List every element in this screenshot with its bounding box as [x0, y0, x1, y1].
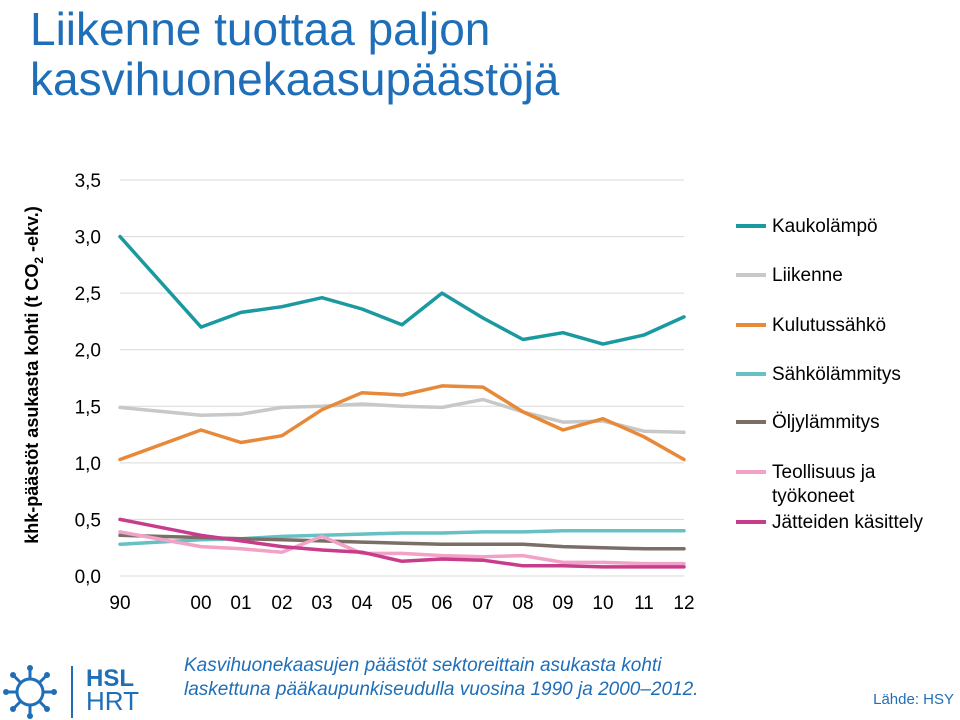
- legend-label: Liikenne: [772, 265, 843, 286]
- x-tick-label: 08: [512, 593, 533, 614]
- y-tick-label: 3,0: [75, 228, 101, 249]
- chart-series-lines: [118, 234, 686, 569]
- chart-caption: Kasvihuonekaasujen päästöt sektoreittain…: [184, 654, 824, 702]
- y-tick-label: 2,0: [75, 341, 101, 362]
- series-line: [118, 530, 686, 566]
- legend-label: Öljylämmitys: [772, 412, 880, 433]
- slide-title-line-1: Liikenne tuottaa paljon: [30, 3, 491, 55]
- x-tick-label: 03: [311, 593, 332, 614]
- logo-top-text: HSL: [86, 665, 134, 692]
- x-tick-label: 05: [391, 593, 412, 614]
- caption-line-2: laskettuna pääkaupunkiseudulla vuosina 1…: [184, 679, 699, 700]
- source-note: Lähde: HSY: [873, 691, 954, 708]
- y-axis-label-tail: -ekv.): [22, 206, 42, 257]
- y-tick-label: 3,5: [75, 171, 101, 192]
- x-tick-label: 11: [634, 593, 654, 614]
- slide-title: Liikenne tuottaa paljon kasvihuonekaasup…: [30, 4, 930, 104]
- emissions-line-chart: 0,0 0,5 1,0 1,5 2,0 2,5 3,0 3,5 90 00 01 02 03 04 05 0…: [22, 171, 924, 614]
- y-tick-label: 1,0: [75, 454, 101, 475]
- x-tick-label: 07: [472, 593, 493, 614]
- logo-bottom-text: HRT: [86, 686, 139, 716]
- chart-legend: Kaukolämpö Liikenne Kulutussähkö Sähkölämmi…: [736, 216, 924, 533]
- y-tick-label: 1,5: [75, 397, 101, 418]
- y-axis-label-main: khk-päästöt asukasta kohti (t CO: [22, 264, 42, 544]
- x-tick-label: 12: [673, 593, 694, 614]
- x-tick-label: 90: [109, 593, 130, 614]
- y-tick-label: 0,5: [75, 510, 101, 531]
- y-axis-ticks: 0,0 0,5 1,0 1,5 2,0 2,5 3,0 3,5: [75, 171, 101, 588]
- x-tick-label: 06: [431, 593, 452, 614]
- x-tick-label: 10: [592, 593, 613, 614]
- chart-gridlines: [120, 179, 684, 577]
- x-tick-label: 04: [351, 593, 373, 614]
- hsl-logo-icon: [3, 665, 73, 719]
- series-line: [118, 234, 686, 346]
- y-tick-label: 0,0: [75, 567, 101, 588]
- x-axis-ticks: 90 00 01 02 03 04 05 06 07 08 09 10 11 12: [109, 593, 694, 614]
- legend-label: Kulutussähkö: [772, 315, 886, 336]
- y-axis-label: khk-päästöt asukasta kohti (t CO2 -ekv.): [22, 206, 46, 543]
- hsl-logo-text: HSL HRT: [86, 665, 139, 716]
- legend-label: Jätteiden käsittely: [772, 512, 924, 533]
- slide-title-line-2: kasvihuonekaasupäästöjä: [30, 53, 560, 105]
- legend-label: Sähkölämmitys: [772, 364, 901, 385]
- series-line: [118, 517, 686, 569]
- legend-label: Kaukolämpö: [772, 216, 878, 237]
- x-tick-label: 01: [230, 593, 251, 614]
- legend-label: Teollisuus ja työkoneet: [772, 462, 876, 507]
- x-tick-label: 00: [190, 593, 211, 614]
- y-axis-label-subscript: 2: [32, 257, 46, 264]
- series-line: [118, 384, 686, 462]
- x-tick-label: 02: [271, 593, 292, 614]
- series-line: [118, 397, 686, 435]
- series-line: [118, 533, 686, 551]
- y-tick-label: 2,5: [75, 284, 101, 305]
- caption-line-1: Kasvihuonekaasujen päästöt sektoreittain…: [184, 655, 662, 676]
- x-tick-label: 09: [552, 593, 573, 614]
